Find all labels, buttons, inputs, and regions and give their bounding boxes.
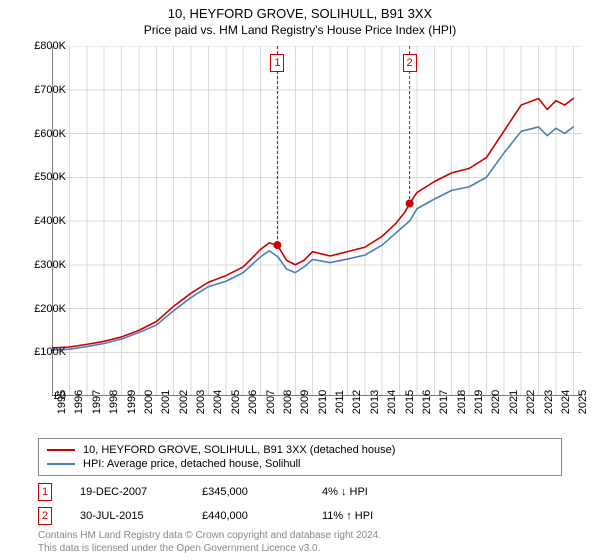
x-tick-label: 2020 — [490, 390, 502, 414]
title-block: 10, HEYFORD GROVE, SOLIHULL, B91 3XX Pri… — [0, 0, 600, 37]
x-tick-label: 1996 — [73, 390, 85, 414]
x-tick-label: 2010 — [317, 390, 329, 414]
y-tick-label: £500K — [34, 171, 66, 183]
transaction-hpi-diff: 11% ↑ HPI — [322, 510, 562, 522]
transaction-date: 19-DEC-2007 — [62, 486, 192, 498]
legend-label: 10, HEYFORD GROVE, SOLIHULL, B91 3XX (de… — [83, 444, 395, 456]
x-tick-label: 2008 — [282, 390, 294, 414]
transaction-row: 2 30-JUL-2015 £440,000 11% ↑ HPI — [38, 504, 562, 528]
legend-swatch — [47, 449, 75, 451]
legend-item: HPI: Average price, detached house, Soli… — [47, 457, 553, 471]
y-tick-label: £600K — [34, 128, 66, 140]
x-tick-label: 2006 — [247, 390, 259, 414]
transaction-row: 1 19-DEC-2007 £345,000 4% ↓ HPI — [38, 480, 562, 504]
y-tick-label: £200K — [34, 303, 66, 315]
x-tick-label: 2017 — [438, 390, 450, 414]
x-tick-label: 2001 — [160, 390, 172, 414]
chart-svg — [52, 46, 582, 396]
x-tick-label: 2013 — [369, 390, 381, 414]
x-tick-label: 1998 — [108, 390, 120, 414]
y-tick-label: £400K — [34, 215, 66, 227]
x-tick-label: 1995 — [56, 390, 68, 414]
x-tick-label: 2011 — [334, 390, 346, 414]
footnote-line: This data is licensed under the Open Gov… — [38, 543, 562, 556]
x-tick-label: 2024 — [560, 390, 572, 414]
legend-label: HPI: Average price, detached house, Soli… — [83, 458, 301, 470]
chart-container: 10, HEYFORD GROVE, SOLIHULL, B91 3XX Pri… — [0, 0, 600, 560]
x-tick-label: 1999 — [126, 390, 138, 414]
legend-item: 10, HEYFORD GROVE, SOLIHULL, B91 3XX (de… — [47, 443, 553, 457]
footnote-line: Contains HM Land Registry data © Crown c… — [38, 530, 562, 543]
x-tick-label: 2007 — [265, 390, 277, 414]
x-tick-label: 2019 — [473, 390, 485, 414]
transaction-index-badge: 2 — [38, 507, 52, 525]
x-tick-label: 2004 — [212, 390, 224, 414]
x-tick-label: 2021 — [508, 390, 520, 414]
title-address: 10, HEYFORD GROVE, SOLIHULL, B91 3XX — [0, 6, 600, 21]
legend-box: 10, HEYFORD GROVE, SOLIHULL, B91 3XX (de… — [38, 438, 562, 476]
title-subtitle: Price paid vs. HM Land Registry's House … — [0, 23, 600, 37]
x-tick-label: 2015 — [404, 390, 416, 414]
legend-swatch — [47, 463, 75, 465]
x-tick-label: 2018 — [456, 390, 468, 414]
x-tick-label: 2002 — [178, 390, 190, 414]
x-tick-label: 2005 — [230, 390, 242, 414]
y-tick-label: £300K — [34, 259, 66, 271]
x-tick-label: 2023 — [543, 390, 555, 414]
transaction-price: £345,000 — [202, 486, 312, 498]
x-tick-label: 2025 — [577, 390, 589, 414]
y-tick-label: £800K — [34, 40, 66, 52]
x-tick-label: 2012 — [351, 390, 363, 414]
x-tick-label: 2003 — [195, 390, 207, 414]
sale-marker-badge: 2 — [403, 54, 417, 72]
transaction-price: £440,000 — [202, 510, 312, 522]
transaction-table: 1 19-DEC-2007 £345,000 4% ↓ HPI 2 30-JUL… — [38, 480, 562, 528]
chart-plot-area — [52, 46, 582, 396]
x-tick-label: 1997 — [91, 390, 103, 414]
transaction-hpi-diff: 4% ↓ HPI — [322, 486, 562, 498]
y-tick-label: £100K — [34, 346, 66, 358]
x-tick-label: 2014 — [386, 390, 398, 414]
x-tick-label: 2000 — [143, 390, 155, 414]
transaction-date: 30-JUL-2015 — [62, 510, 192, 522]
y-tick-label: £700K — [34, 84, 66, 96]
x-tick-label: 2016 — [421, 390, 433, 414]
footnote: Contains HM Land Registry data © Crown c… — [38, 530, 562, 555]
sale-marker-badge: 1 — [270, 54, 284, 72]
x-tick-label: 2022 — [525, 390, 537, 414]
transaction-index-badge: 1 — [38, 483, 52, 501]
x-tick-label: 2009 — [299, 390, 311, 414]
